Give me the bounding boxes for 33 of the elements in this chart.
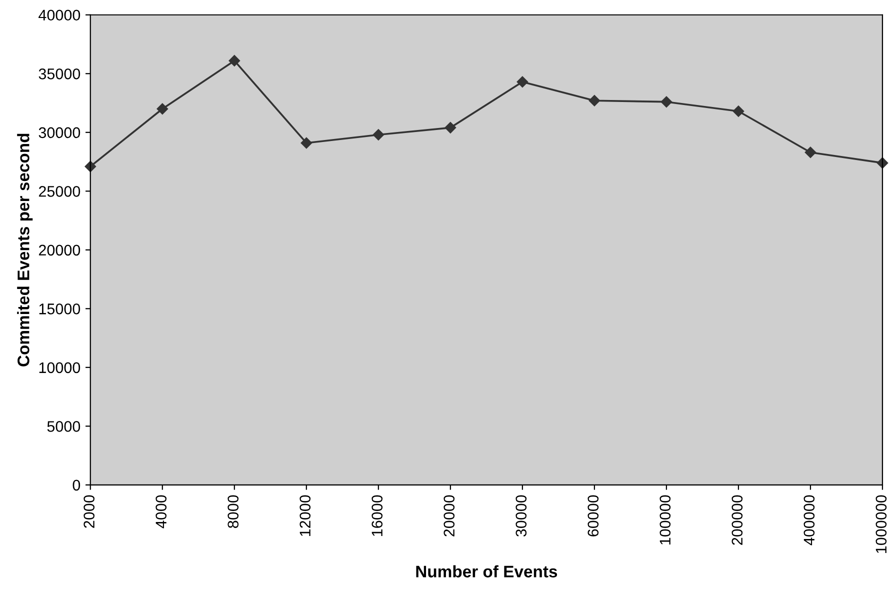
point [588,95,600,106]
point [372,129,384,140]
x-tick-label: 8000 [228,495,239,528]
y-tick-label: 25000 [38,186,80,197]
x-tick-label: 2000 [84,495,94,528]
point [444,122,456,134]
x-tick-label: 12000 [300,495,311,536]
x-tick-label: 20000 [444,495,455,536]
x-axis-title: Number of Events [416,565,558,578]
y-tick-label: 35000 [38,68,80,80]
point [732,106,744,117]
x-tick-label: 30000 [516,495,527,537]
y-axis-title: Commited Events per second [17,134,33,366]
y-tick-label: 20000 [38,244,80,256]
x-tick-label: 200000 [732,495,743,545]
x-tick-label: 4000 [156,495,167,528]
y-tick-label: 40000 [38,10,80,21]
point [156,103,168,114]
y-tick-label: 30000 [38,127,80,138]
point [804,146,816,158]
x-tick-label: 16000 [372,495,383,536]
y-tick-label: 0 [72,480,80,491]
point [228,55,240,66]
x-tick-label: 1000000 [876,495,887,553]
y-tick-label: 10000 [39,362,80,374]
y-tick-label: 5000 [47,421,80,432]
x-tick-label: 100000 [660,495,671,544]
x-tick-label: 60000 [588,495,599,536]
x-tick-label: 400000 [804,495,815,546]
y-tick-label: 15000 [39,304,80,314]
point [660,96,672,108]
point [300,137,312,149]
point [516,76,528,88]
